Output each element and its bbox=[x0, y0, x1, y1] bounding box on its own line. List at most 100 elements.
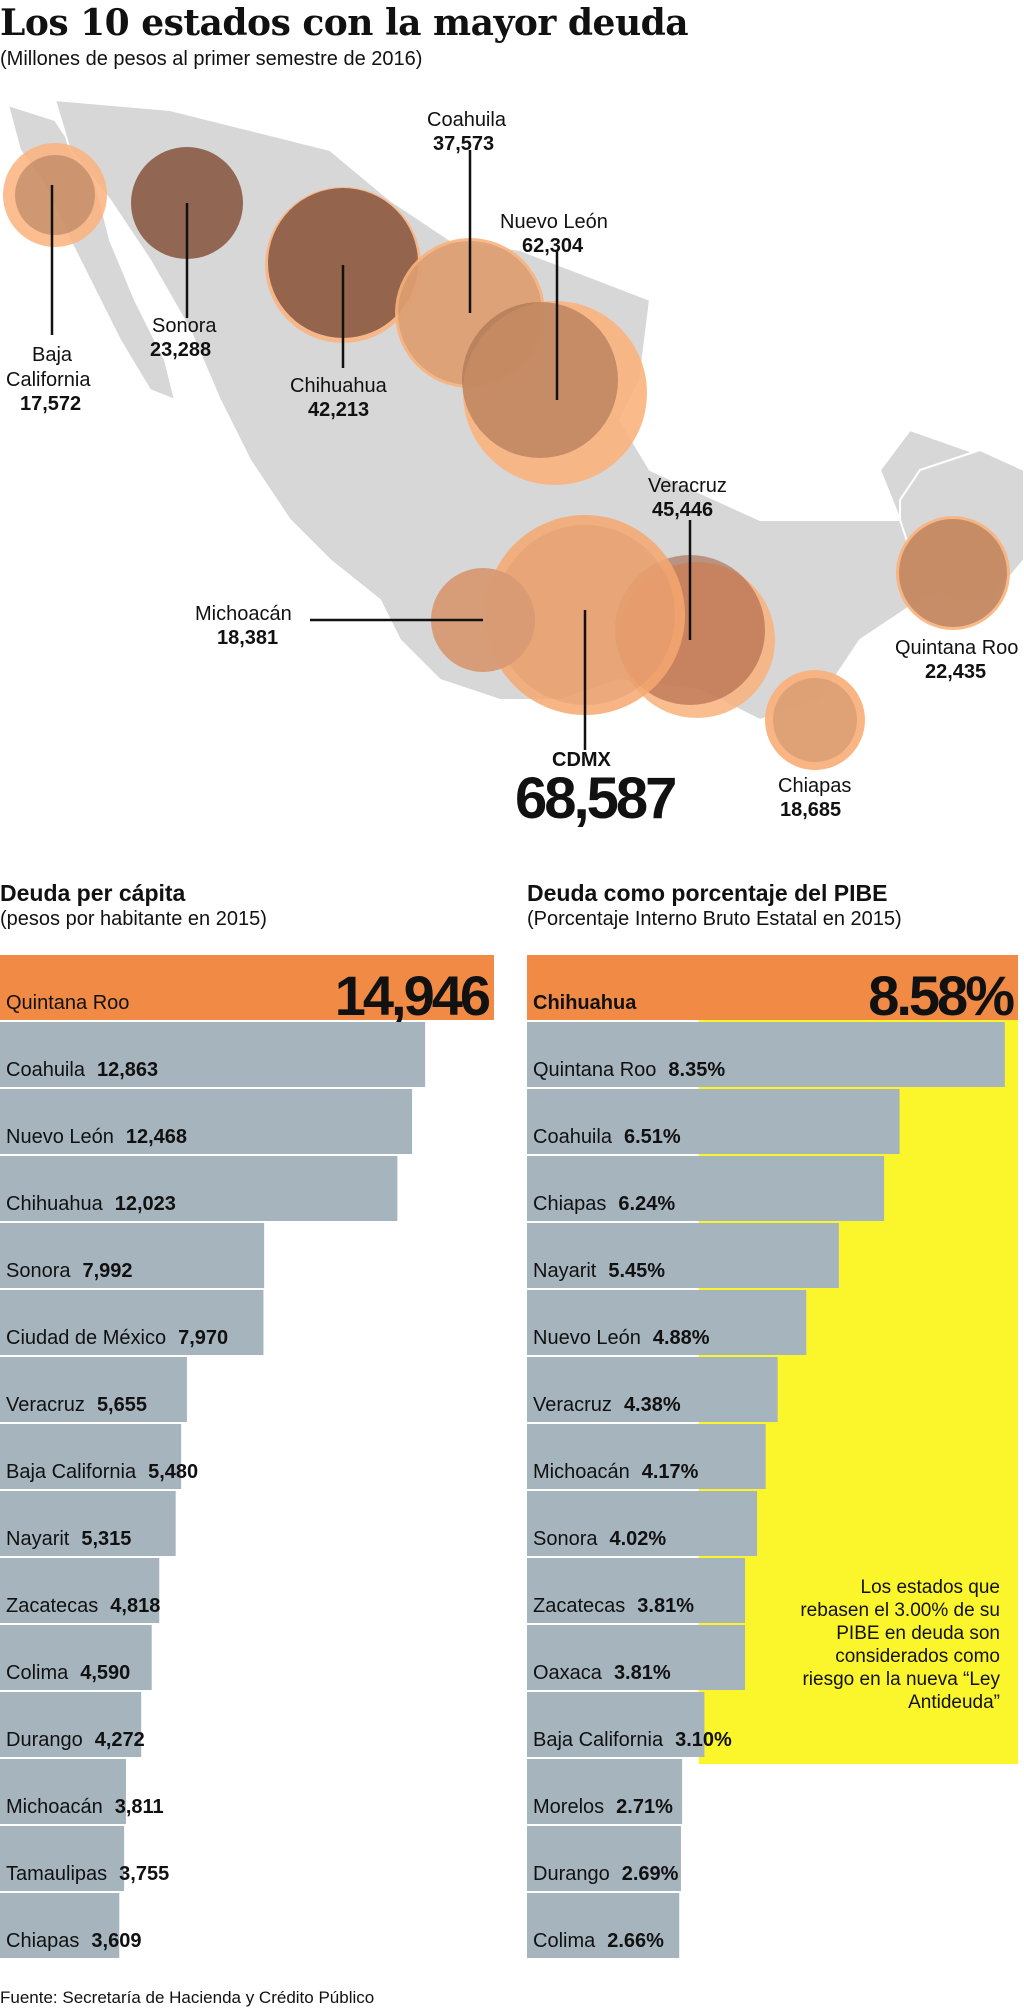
label-baja-california-value: 17,572 bbox=[20, 393, 81, 415]
pibe-subtitle: (Porcentaje Interno Bruto Estatal en 201… bbox=[527, 908, 902, 930]
bar-3 bbox=[0, 1156, 398, 1221]
value-label-8: 5,315 bbox=[81, 1528, 131, 1550]
bar-4 bbox=[0, 1223, 265, 1288]
label-quintana-roo-name: Quintana Roo bbox=[895, 637, 1018, 659]
bar-9 bbox=[527, 1558, 746, 1623]
bar-6 bbox=[0, 1357, 187, 1422]
percapita-title: Deuda per cápita bbox=[0, 880, 186, 906]
bar-0 bbox=[0, 955, 494, 1020]
bubble-quintana-roo-inner bbox=[899, 519, 1007, 627]
category-label-13: Durango bbox=[533, 1863, 610, 1885]
category-label-4: Nayarit bbox=[533, 1260, 597, 1282]
value-label-11: 4,272 bbox=[95, 1729, 145, 1751]
bar-12 bbox=[0, 1759, 126, 1824]
value-label-10: 3.81% bbox=[614, 1662, 671, 1684]
bubble-nuevo-leon-inner bbox=[462, 302, 618, 458]
label-michoacan-value: 18,381 bbox=[217, 627, 278, 649]
label-chihuahua-name: Chihuahua bbox=[290, 375, 388, 397]
bar-9 bbox=[0, 1558, 160, 1623]
bar-1 bbox=[0, 1022, 426, 1087]
value-label-1: 12,863 bbox=[97, 1059, 158, 1081]
value-label-8: 4.02% bbox=[610, 1528, 667, 1550]
category-label-12: Michoacán bbox=[6, 1796, 103, 1818]
category-label-5: Ciudad de México bbox=[6, 1327, 166, 1349]
value-label-3: 12,023 bbox=[115, 1193, 176, 1215]
label-coahuila-value: 37,573 bbox=[433, 133, 494, 155]
value-label-0: 8.58% bbox=[868, 964, 1014, 1027]
bar-14 bbox=[0, 1893, 120, 1958]
bar-4 bbox=[527, 1223, 839, 1288]
bar-2 bbox=[0, 1089, 413, 1154]
value-label-9: 4,818 bbox=[110, 1595, 160, 1617]
label-quintana-roo-value: 22,435 bbox=[925, 661, 986, 683]
label-veracruz-value: 45,446 bbox=[652, 499, 713, 521]
value-label-14: 2.66% bbox=[607, 1930, 664, 1952]
category-label-6: Veracruz bbox=[533, 1394, 612, 1416]
value-label-2: 6.51% bbox=[624, 1126, 681, 1148]
page-title: Los 10 estados con la mayor deuda bbox=[0, 2, 689, 44]
label-veracruz-name: Veracruz bbox=[648, 475, 727, 497]
bar-7 bbox=[527, 1424, 766, 1489]
category-label-12: Morelos bbox=[533, 1796, 604, 1818]
bar-11 bbox=[527, 1692, 705, 1757]
bar-14 bbox=[527, 1893, 680, 1958]
category-label-11: Baja California bbox=[533, 1729, 664, 1751]
category-label-11: Durango bbox=[6, 1729, 83, 1751]
category-label-6: Veracruz bbox=[6, 1394, 85, 1416]
label-chihuahua-value: 42,213 bbox=[308, 399, 369, 421]
category-label-7: Michoacán bbox=[533, 1461, 630, 1483]
label-cdmx-value: 68,587 bbox=[515, 766, 675, 830]
value-label-9: 3.81% bbox=[637, 1595, 694, 1617]
bar-0 bbox=[527, 955, 1018, 1020]
bar-5 bbox=[0, 1290, 264, 1355]
value-label-13: 2.69% bbox=[622, 1863, 679, 1885]
value-label-7: 5,480 bbox=[148, 1461, 198, 1483]
label-michoacan-name: Michoacán bbox=[195, 603, 292, 625]
bar-13 bbox=[527, 1826, 681, 1891]
bar-10 bbox=[527, 1625, 746, 1690]
category-label-8: Sonora bbox=[533, 1528, 598, 1550]
value-label-0: 14,946 bbox=[335, 964, 490, 1027]
percapita-subtitle: (pesos por habitante en 2015) bbox=[0, 908, 267, 930]
bar-2 bbox=[527, 1089, 900, 1154]
value-label-4: 7,992 bbox=[83, 1260, 133, 1282]
bar-8 bbox=[527, 1491, 758, 1556]
bubble-baja-california-inner bbox=[15, 155, 95, 235]
label-nuevo-leon-name: Nuevo León bbox=[500, 211, 608, 233]
label-baja-california-name-2: California bbox=[6, 369, 91, 391]
bubble-chiapas bbox=[765, 670, 865, 770]
value-label-6: 5,655 bbox=[97, 1394, 147, 1416]
label-sonora-value: 23,288 bbox=[150, 339, 211, 361]
value-label-6: 4.38% bbox=[624, 1394, 681, 1416]
category-label-5: Nuevo León bbox=[533, 1327, 641, 1349]
category-label-13: Tamaulipas bbox=[6, 1863, 107, 1885]
mexico-debt-map: Baja California 17,572 Sonora 23,288 Chi… bbox=[3, 98, 1024, 830]
category-label-14: Colima bbox=[533, 1930, 596, 1952]
category-label-2: Nuevo León bbox=[6, 1126, 114, 1148]
value-label-2: 12,468 bbox=[126, 1126, 187, 1148]
category-label-14: Chiapas bbox=[6, 1930, 79, 1952]
category-label-10: Colima bbox=[6, 1662, 69, 1684]
category-label-7: Baja California bbox=[6, 1461, 137, 1483]
label-baja-california-name-1: Baja bbox=[32, 344, 73, 366]
bar-7 bbox=[0, 1424, 182, 1489]
value-label-5: 4.88% bbox=[653, 1327, 710, 1349]
category-label-3: Chiapas bbox=[533, 1193, 606, 1215]
category-label-0: Chihuahua bbox=[533, 992, 637, 1014]
bubble-baja-california bbox=[3, 143, 107, 247]
bar-11 bbox=[0, 1692, 142, 1757]
bar-1 bbox=[527, 1022, 1005, 1087]
bar-13 bbox=[0, 1826, 125, 1891]
category-label-4: Sonora bbox=[6, 1260, 71, 1282]
debt-bubbles bbox=[3, 143, 1010, 770]
value-label-11: 3.10% bbox=[675, 1729, 732, 1751]
bar-3 bbox=[527, 1156, 885, 1221]
bar-12 bbox=[527, 1759, 683, 1824]
bubble-chiapas-inner bbox=[773, 678, 857, 762]
label-chiapas-name: Chiapas bbox=[778, 775, 851, 797]
pibe-bar-chart: Chihuahua 8.58% Quintana Roo 8.35% Coahuila 6… bbox=[527, 955, 1018, 1958]
map-labels: Baja California 17,572 Sonora 23,288 Chi… bbox=[6, 109, 1018, 830]
label-nuevo-leon-value: 62,304 bbox=[522, 235, 584, 257]
value-label-12: 3,811 bbox=[115, 1796, 164, 1818]
category-label-1: Quintana Roo bbox=[533, 1059, 656, 1081]
